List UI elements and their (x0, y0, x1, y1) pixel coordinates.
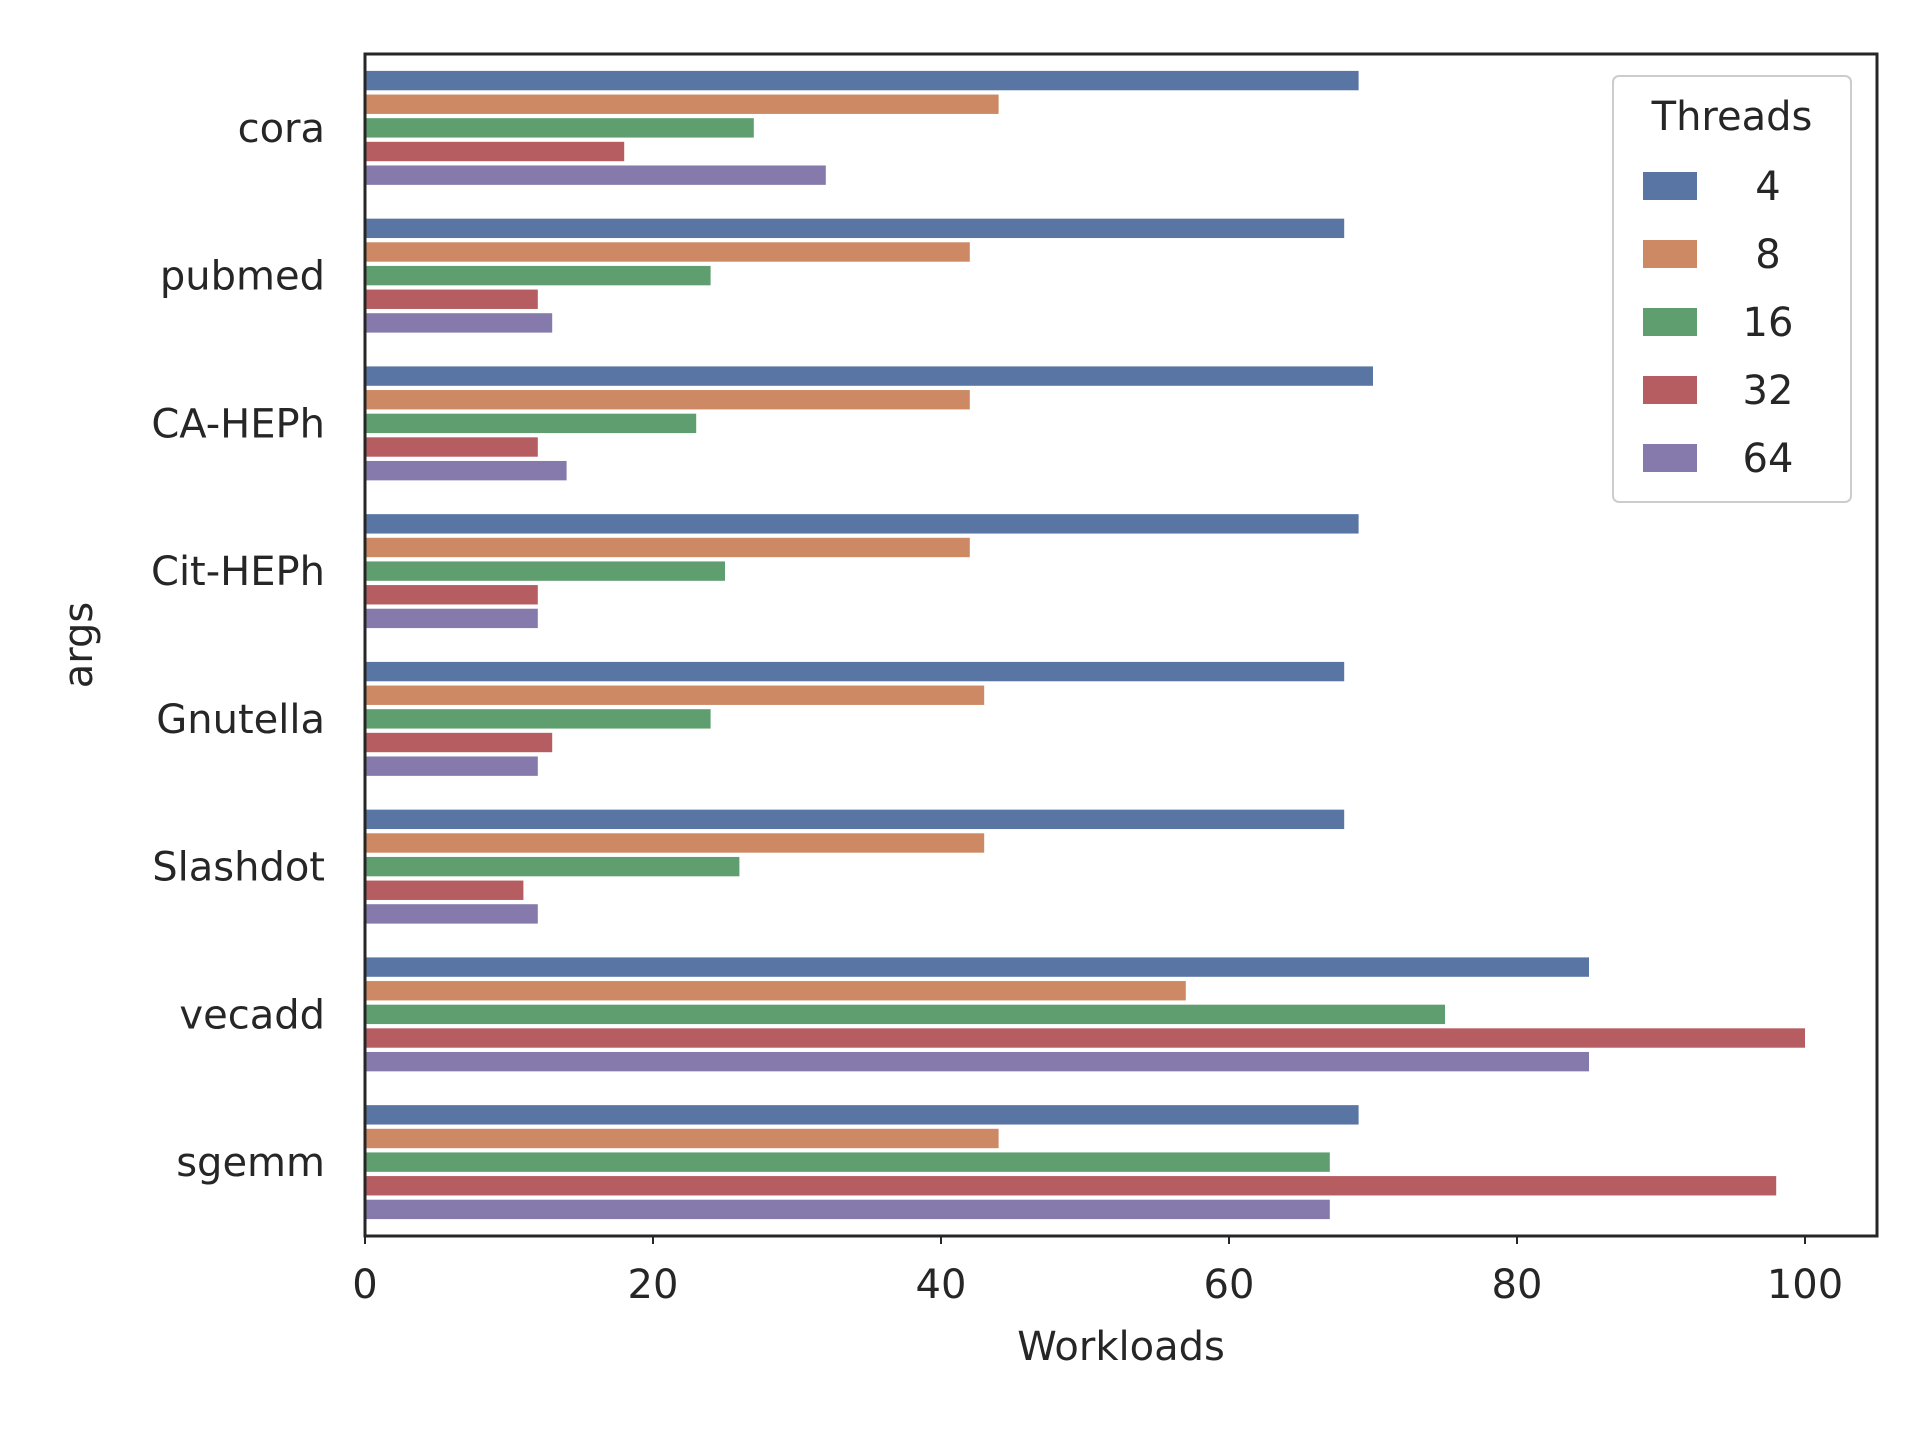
bar-vecadd-threads-8 (365, 981, 1186, 1001)
bar-pubmed-threads-4 (365, 218, 1345, 239)
bar-Cit-HEPh-threads-4 (365, 514, 1359, 534)
bar-vecadd-threads-64 (365, 1051, 1589, 1072)
bar-Cit-HEPh-threads-32 (365, 585, 538, 605)
legend-swatch-32 (1643, 376, 1697, 404)
bar-CA-HEPh-threads-16 (365, 413, 697, 434)
legend-swatch-8 (1643, 240, 1697, 268)
bar-Slashdot-threads-4 (365, 809, 1345, 830)
bar-Gnutella-threads-4 (365, 661, 1345, 682)
bar-Slashdot-threads-16 (365, 856, 740, 877)
bar-CA-HEPh-threads-4 (365, 366, 1373, 386)
y-tick-label: vecadd (179, 992, 325, 1038)
bar-cora-threads-8 (365, 94, 999, 114)
bar-sgemm-threads-32 (365, 1176, 1777, 1196)
legend-label-16: 16 (1743, 300, 1794, 346)
bar-sgemm-threads-64 (365, 1199, 1330, 1220)
legend-swatch-4 (1643, 172, 1697, 200)
bar-Cit-HEPh-threads-8 (365, 537, 970, 558)
bar-cora-threads-32 (365, 141, 625, 162)
legend-title: Threads (1651, 94, 1813, 140)
y-tick-label: Slashdot (152, 845, 325, 891)
x-axis-label: Workloads (1017, 1324, 1225, 1370)
x-tick-label: 20 (628, 1262, 679, 1308)
y-tick-label: CA-HEPh (151, 401, 325, 447)
y-tick-label: sgemm (176, 1140, 325, 1186)
y-tick-label: cora (238, 106, 325, 152)
legend-swatch-16 (1643, 308, 1697, 336)
bar-Cit-HEPh-threads-64 (365, 608, 538, 629)
bar-pubmed-threads-32 (365, 289, 538, 309)
x-axis-ticks: 0 20 40 60 80 100 (352, 1236, 1843, 1308)
bar-vecadd-threads-4 (365, 957, 1589, 977)
bar-Gnutella-threads-64 (365, 756, 538, 776)
y-axis-ticks: cora pubmed CA-HEPh Cit-HEPh Gnutella Slashdo… (151, 106, 325, 1186)
bar-Gnutella-threads-32 (365, 732, 553, 753)
bars-group (365, 70, 1805, 1220)
bar-CA-HEPh-threads-8 (365, 390, 970, 410)
bar-Gnutella-threads-8 (365, 685, 985, 705)
bar-vecadd-threads-32 (365, 1028, 1805, 1048)
x-tick-label: 0 (352, 1262, 377, 1308)
bar-sgemm-threads-4 (365, 1105, 1359, 1125)
bar-cora-threads-16 (365, 118, 754, 138)
bar-cora-threads-64 (365, 165, 826, 185)
bar-Gnutella-threads-16 (365, 709, 711, 729)
legend-label-64: 64 (1743, 436, 1794, 482)
bar-cora-threads-4 (365, 70, 1359, 91)
bar-Slashdot-threads-64 (365, 904, 538, 924)
bar-pubmed-threads-64 (365, 313, 553, 333)
bar-pubmed-threads-16 (365, 265, 711, 286)
plot-frame (363, 52, 1879, 1238)
legend-swatch-64 (1643, 444, 1697, 472)
bar-vecadd-threads-16 (365, 1004, 1445, 1025)
bar-CA-HEPh-threads-32 (365, 437, 538, 457)
x-tick-label: 60 (1204, 1262, 1255, 1308)
x-tick-label: 100 (1767, 1262, 1843, 1308)
legend-label-8: 8 (1755, 232, 1780, 278)
y-tick-label: pubmed (160, 254, 325, 300)
bar-sgemm-threads-16 (365, 1152, 1330, 1172)
bar-Cit-HEPh-threads-16 (365, 561, 725, 581)
legend-items: 4 8 16 32 64 (1643, 164, 1793, 482)
legend-label-4: 4 (1755, 164, 1780, 210)
bar-CA-HEPh-threads-64 (365, 460, 567, 481)
bar-Slashdot-threads-8 (365, 833, 985, 853)
bar-sgemm-threads-8 (365, 1128, 999, 1149)
y-tick-label: Gnutella (156, 697, 325, 743)
bar-pubmed-threads-8 (365, 242, 970, 262)
legend: Threads 4 8 16 32 64 (1612, 75, 1852, 503)
legend-label-32: 32 (1743, 368, 1794, 414)
y-axis-label: args (56, 602, 102, 688)
bar-Slashdot-threads-32 (365, 880, 524, 900)
x-tick-label: 40 (916, 1262, 967, 1308)
y-tick-label: Cit-HEPh (151, 549, 325, 595)
x-tick-label: 80 (1492, 1262, 1543, 1308)
